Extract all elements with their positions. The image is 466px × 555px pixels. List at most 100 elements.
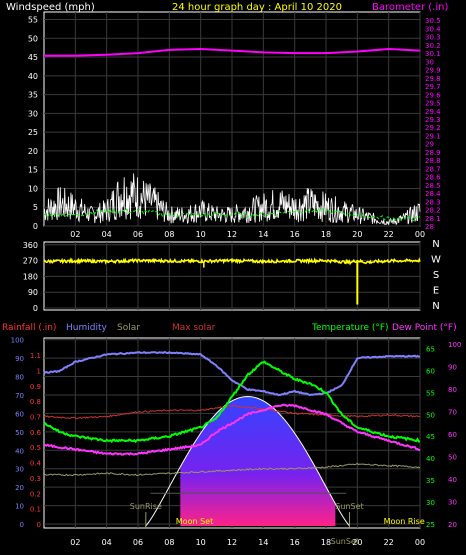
rain-tick-label: 1 — [37, 367, 41, 375]
dew-tick-label: 100 — [448, 341, 461, 349]
rain-tick-label: 0.3 — [30, 475, 41, 483]
wind-x-axis: 02 04 06 08 10 12 14 16 18 20 22 00 — [70, 230, 425, 239]
wind-tick-label: 45 — [28, 53, 38, 62]
sunset-marker-label: SunSet — [331, 537, 359, 546]
direction-tick-label: 180 — [23, 272, 38, 281]
compass-n: N — [432, 239, 439, 250]
baro-tick-label: 29.6 — [425, 91, 441, 99]
x-tick-label: 08 — [164, 538, 174, 547]
legend-item: Max solar — [172, 323, 216, 333]
baro-tick-label: 28.2 — [425, 207, 441, 215]
dew-tick-label: 20 — [448, 521, 457, 529]
direction-tick-label: 0 — [33, 304, 38, 313]
baro-tick-label: 30.3 — [425, 34, 441, 42]
humidity-tick-label: 30 — [15, 466, 24, 474]
x-tick-label: 10 — [196, 230, 206, 239]
moonrise-label: Moon Rise — [384, 517, 425, 526]
temp-tick-label: 40 — [426, 455, 435, 463]
baro-tick-label: 28.6 — [425, 174, 441, 182]
wind-tick-label: 55 — [28, 16, 38, 25]
humidity-tick-label: 40 — [15, 447, 24, 455]
wind-tick-label: 50 — [28, 34, 38, 43]
weather-x-axis: 02 04 06 08 10 12 14 16 18 20 22 00 — [70, 538, 425, 547]
moonset-label: Moon Set — [176, 517, 213, 526]
baro-tick-label: 30.1 — [425, 50, 441, 58]
humidity-series — [43, 350, 421, 397]
temp-tick-label: 25 — [426, 521, 435, 529]
temperature-series — [43, 360, 421, 444]
baro-tick-label: 28.5 — [425, 182, 441, 190]
wind-tick-label: 40 — [28, 72, 38, 81]
wind-axis-title: Windspeed (mph) — [6, 2, 95, 13]
baro-tick-label: 29.8 — [425, 75, 441, 83]
direction-y-axis: 0 90 180 270 360 — [23, 241, 38, 313]
rain-tick-label: 0.1 — [30, 506, 41, 514]
temp-tick-label: 65 — [426, 345, 435, 353]
humidity-tick-label: 80 — [15, 374, 24, 382]
baro-tick-label: 29.5 — [425, 100, 441, 108]
baro-tick-label: 28.3 — [425, 198, 441, 206]
baro-tick-label: 28.4 — [425, 190, 441, 198]
rain-tick-label: 0.2 — [30, 490, 41, 498]
baro-y-axis: 2828.128.228.328.428.528.628.728.828.929… — [425, 17, 441, 231]
dew-tick-label: 70 — [448, 409, 457, 417]
humidity-tick-label: 50 — [15, 429, 24, 437]
humidity-tick-label: 10 — [15, 503, 24, 511]
direction-tick-label: 270 — [23, 257, 38, 266]
x-tick-label: 02 — [70, 538, 80, 547]
x-tick-label: 22 — [384, 538, 394, 547]
baro-tick-label: 29.9 — [425, 67, 441, 75]
wind-tick-label: 30 — [28, 109, 38, 118]
rain-tick-label: 0.8 — [30, 398, 41, 406]
humidity-tick-label: 0 — [20, 521, 24, 529]
rain-tick-label: 0.4 — [30, 460, 42, 468]
legend-item: Rainfall (.in) — [2, 323, 56, 333]
temp-tick-label: 60 — [426, 367, 435, 375]
baro-tick-label: 29.7 — [425, 83, 441, 91]
direction-plot — [43, 257, 421, 305]
baro-tick-label: 30.5 — [425, 17, 441, 25]
x-tick-label: 00 — [415, 538, 425, 547]
temp-tick-label: 30 — [426, 499, 435, 507]
baro-tick-label: 28 — [425, 223, 434, 231]
temp-tick-label: 45 — [426, 433, 435, 441]
x-tick-label: 16 — [290, 538, 300, 547]
dew-tick-label: 30 — [448, 499, 457, 507]
direction-tick-label: 90 — [28, 288, 38, 297]
direction-tick-label: 360 — [23, 241, 38, 250]
wind-tick-label: 20 — [28, 147, 38, 156]
baro-tick-label: 29.4 — [425, 108, 441, 116]
baro-tick-label: 28.7 — [425, 165, 441, 173]
dew-tick-label: 80 — [448, 386, 457, 394]
max-solar-series — [43, 404, 421, 420]
baro-tick-label: 29 — [425, 141, 434, 149]
wind-grid — [44, 12, 421, 227]
x-tick-label: 06 — [133, 538, 143, 547]
rain-tick-label: 0 — [37, 521, 41, 529]
dew-tick-label: 90 — [448, 364, 457, 372]
wind-tick-label: 10 — [28, 184, 38, 193]
legend-item: Dew Point (°F) — [392, 323, 457, 333]
weather-plot — [43, 350, 421, 527]
wind-y-axis: 0 5 10 15 20 25 30 35 40 45 50 55 — [28, 16, 38, 231]
wind-plot — [43, 48, 421, 226]
weather-legend: Rainfall (.in) Humidity Solar Max solar Temp… — [2, 323, 457, 333]
x-tick-label: 12 — [227, 230, 237, 239]
weather-y-axes: 0 10 20 30 40 50 60 70 80 90 100 0 0.1 0.2 0.3 0.4 0.5 0.… — [11, 337, 462, 529]
baro-axis-title: Barometer (.in) — [372, 2, 448, 13]
sunset-label: SunSet — [335, 502, 363, 511]
barometer-series — [44, 48, 421, 57]
x-tick-label: 04 — [102, 538, 112, 547]
max-solar-curve — [144, 395, 350, 527]
x-tick-label: 12 — [227, 538, 237, 547]
rain-tick-label: 1.1 — [30, 352, 41, 360]
rain-tick-label: 0.9 — [30, 383, 41, 391]
rain-tick-label: 0.6 — [30, 429, 42, 437]
baro-tick-label: 28.8 — [425, 157, 441, 165]
baro-tick-label: 29.2 — [425, 124, 441, 132]
baro-tick-label: 29.3 — [425, 116, 441, 124]
x-tick-label: 18 — [321, 538, 331, 547]
wind-average-series — [43, 207, 421, 222]
x-tick-label: 14 — [258, 538, 268, 547]
